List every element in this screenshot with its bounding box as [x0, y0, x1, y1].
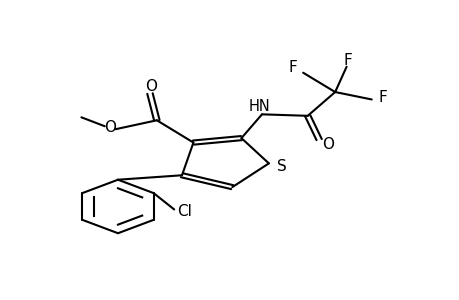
Text: Cl: Cl — [176, 204, 191, 219]
Text: F: F — [342, 53, 351, 68]
Text: O: O — [322, 137, 334, 152]
Text: S: S — [276, 159, 286, 174]
Text: F: F — [288, 60, 297, 75]
Text: O: O — [104, 120, 116, 135]
Text: O: O — [145, 79, 157, 94]
Text: HN: HN — [248, 99, 270, 114]
Text: F: F — [378, 91, 386, 106]
